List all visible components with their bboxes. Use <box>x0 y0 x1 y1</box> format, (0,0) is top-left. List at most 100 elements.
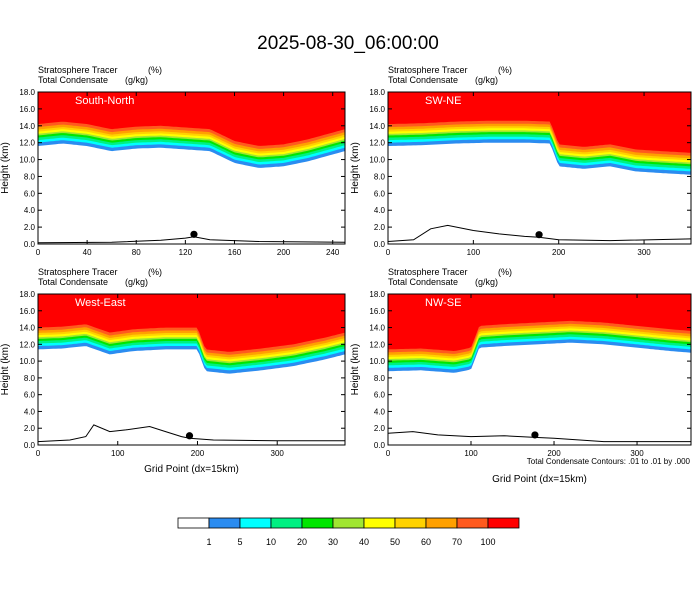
x-tick-label: 160 <box>228 248 242 257</box>
tracer-band-10 <box>38 92 345 146</box>
y-tick-label: 8.0 <box>374 172 386 181</box>
y-tick-label: 2.0 <box>374 424 386 433</box>
x-tick-label: 240 <box>326 248 340 257</box>
colorbar-label: 20 <box>297 537 307 547</box>
x-tick-label: 200 <box>547 449 561 458</box>
tracer-band-10 <box>388 92 691 153</box>
location-marker <box>531 431 539 439</box>
panel-4: Stratosphere Tracer (%) Total Condensate (g… <box>350 267 692 485</box>
plot-area <box>38 294 345 443</box>
colorbar-swatch <box>239 517 272 529</box>
colorbar-swatch <box>332 517 365 529</box>
y-axis-label: Height (km) <box>350 344 361 396</box>
y-tick-label: 8.0 <box>24 374 36 383</box>
y-tick-label: 10.0 <box>369 156 385 165</box>
plot-area <box>388 92 691 242</box>
x-tick-label: 200 <box>191 449 205 458</box>
y-tick-label: 4.0 <box>24 407 36 416</box>
field1-units: (%) <box>498 65 512 75</box>
y-tick-label: 12.0 <box>369 139 385 148</box>
y-tick-label: 18.0 <box>19 290 35 299</box>
plot-area <box>38 92 345 244</box>
field1-label: Stratosphere Tracer <box>38 65 118 75</box>
x-tick-label: 300 <box>637 248 651 257</box>
y-tick-label: 10.0 <box>19 156 35 165</box>
x-axis-label: Grid Point (dx=15km) <box>144 464 239 475</box>
y-tick-label: 8.0 <box>374 374 386 383</box>
x-tick-label: 300 <box>271 449 285 458</box>
colorbar-label: 50 <box>390 537 400 547</box>
y-tick-label: 14.0 <box>369 324 385 333</box>
y-tick-label: 0.0 <box>24 240 36 249</box>
y-axis-label: Height (km) <box>0 344 11 396</box>
colorbar-label: 40 <box>359 537 369 547</box>
panel-label: NW-SE <box>425 297 461 309</box>
colorbar-label: 5 <box>237 537 242 547</box>
x-tick-label: 200 <box>277 248 291 257</box>
y-axis-label: Height (km) <box>0 142 11 194</box>
y-tick-label: 14.0 <box>19 122 35 131</box>
footnote: Total Condensate Contours: .01 to .01 by… <box>527 457 691 466</box>
x-tick-label: 100 <box>467 248 481 257</box>
y-axis-label: Height (km) <box>350 142 361 194</box>
x-tick-label: 0 <box>386 449 391 458</box>
x-tick-label: 120 <box>179 248 193 257</box>
y-tick-label: 2.0 <box>24 223 36 232</box>
terrain-line <box>38 236 345 244</box>
location-marker <box>185 432 194 440</box>
terrain-line <box>38 424 345 443</box>
tracer-band-10 <box>388 294 691 351</box>
y-tick-label: 18.0 <box>369 88 385 97</box>
y-tick-label: 0.0 <box>24 441 36 450</box>
y-tick-label: 18.0 <box>369 290 385 299</box>
colorbar-label: 70 <box>452 537 462 547</box>
y-tick-label: 12.0 <box>19 340 35 349</box>
field2-units: (g/kg) <box>475 75 498 85</box>
colorbar-swatch <box>208 517 241 529</box>
panel-label: SW-NE <box>425 95 461 107</box>
figure-title: 2025-08-30_06:00:00 <box>257 33 439 54</box>
colorbar-swatch <box>425 517 458 529</box>
field1-units: (%) <box>498 267 512 277</box>
colorbar-label: 30 <box>328 537 338 547</box>
location-marker <box>535 231 543 239</box>
y-tick-label: 6.0 <box>24 189 36 198</box>
field2-label: Total Condensate <box>38 75 108 85</box>
y-tick-label: 4.0 <box>374 407 386 416</box>
plot-area <box>388 294 691 443</box>
plot-frame <box>37 293 346 446</box>
colorbar-swatch <box>270 517 303 529</box>
y-tick-label: 14.0 <box>19 324 35 333</box>
terrain-line <box>388 224 691 242</box>
field1-units: (%) <box>148 267 162 277</box>
y-tick-label: 16.0 <box>19 307 35 316</box>
y-tick-label: 8.0 <box>24 172 36 181</box>
panels: Stratosphere Tracer (%) Total Condensate (g… <box>0 65 692 485</box>
colorbar-label: 10 <box>266 537 276 547</box>
field2-label: Total Condensate <box>38 277 108 287</box>
plot-frame <box>387 91 692 245</box>
panel-label: South-North <box>75 95 134 107</box>
colorbar-swatch <box>363 517 396 529</box>
x-tick-label: 40 <box>83 248 92 257</box>
y-tick-label: 14.0 <box>369 122 385 131</box>
field1-units: (%) <box>148 65 162 75</box>
field1-label: Stratosphere Tracer <box>388 65 468 75</box>
colorbar-label: 1 <box>206 537 211 547</box>
field1-label: Stratosphere Tracer <box>388 267 468 277</box>
x-tick-label: 200 <box>552 248 566 257</box>
x-tick-label: 0 <box>36 449 41 458</box>
field2-label: Total Condensate <box>388 277 458 287</box>
colorbar-swatch <box>301 517 334 529</box>
x-tick-label: 100 <box>111 449 125 458</box>
field2-units: (g/kg) <box>125 277 148 287</box>
colorbar-label: 60 <box>421 537 431 547</box>
y-tick-label: 4.0 <box>24 206 36 215</box>
location-marker <box>190 230 198 238</box>
x-tick-label: 100 <box>464 449 478 458</box>
colorbar-label: 100 <box>480 537 495 547</box>
colorbar-swatch <box>177 517 210 529</box>
x-axis-label: Grid Point (dx=15km) <box>492 474 587 485</box>
plot-frame <box>37 91 346 245</box>
